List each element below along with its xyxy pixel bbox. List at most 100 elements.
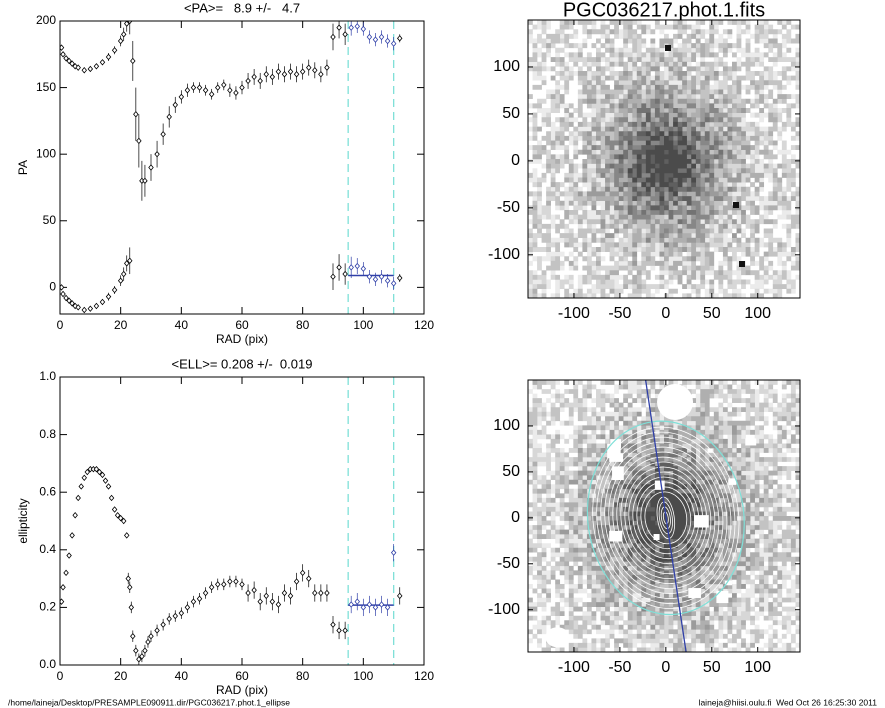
star xyxy=(665,45,671,51)
data-point xyxy=(275,601,282,608)
y-tick-label: 200 xyxy=(36,13,56,27)
x-tick-label: 0 xyxy=(661,305,670,322)
data-point xyxy=(142,177,148,185)
data-point xyxy=(172,101,178,109)
y-axis-label: PA xyxy=(16,160,30,175)
data-point xyxy=(111,286,118,294)
mask xyxy=(745,438,757,446)
y-tick-label: 1.0 xyxy=(39,369,56,383)
data-point xyxy=(60,290,66,298)
data-point xyxy=(87,65,94,73)
x-tick-label: 40 xyxy=(175,318,189,332)
data-point xyxy=(215,581,221,588)
data-point xyxy=(330,33,336,41)
data-point xyxy=(63,294,69,302)
data-point xyxy=(336,24,342,31)
y-tick-label: 50 xyxy=(502,105,520,122)
data-point xyxy=(99,298,106,306)
data-point xyxy=(354,23,360,30)
data-point xyxy=(148,164,154,171)
data-point xyxy=(312,589,318,597)
y-tick-label: 0.8 xyxy=(39,427,56,441)
data-point xyxy=(251,586,257,594)
y-tick-label: 0 xyxy=(49,280,56,294)
data-point xyxy=(66,297,72,304)
data-point xyxy=(299,569,306,577)
data-point xyxy=(390,549,397,556)
data-point xyxy=(124,21,130,27)
data-point xyxy=(378,273,385,280)
x-axis-label: RAD (pix) xyxy=(216,332,268,346)
mask xyxy=(654,480,665,490)
image-frame xyxy=(527,19,801,299)
data-point xyxy=(208,91,215,98)
y-tick-label: -50 xyxy=(497,199,520,216)
data-point xyxy=(72,512,78,519)
data-point xyxy=(148,632,154,640)
image-pixels xyxy=(627,121,697,201)
data-point xyxy=(84,468,91,476)
x-tick-label: 100 xyxy=(744,305,771,322)
y-tick-label: -50 xyxy=(497,555,520,572)
y-tick-label: 0.4 xyxy=(39,542,56,556)
star xyxy=(739,261,745,267)
data-point xyxy=(287,592,294,600)
data-point xyxy=(390,40,397,47)
data-point xyxy=(251,73,257,81)
data-point xyxy=(299,68,306,75)
data-point xyxy=(133,647,139,654)
data-point xyxy=(202,87,209,94)
mask xyxy=(545,627,570,648)
mask xyxy=(612,466,624,481)
x-tick-label: 100 xyxy=(744,659,771,676)
data-point xyxy=(372,276,379,283)
image-frame xyxy=(527,379,801,653)
data-point xyxy=(120,270,127,278)
data-point xyxy=(178,93,185,101)
x-tick-label: 20 xyxy=(114,318,128,332)
data-point xyxy=(227,87,233,94)
data-point xyxy=(160,621,166,628)
data-point xyxy=(390,280,397,287)
data-point xyxy=(127,21,133,25)
data-point xyxy=(312,67,318,74)
data-point xyxy=(366,601,373,608)
data-point xyxy=(130,632,136,640)
data-point xyxy=(330,273,336,280)
y-tick-label: 100 xyxy=(36,146,56,160)
x-tick-label: 50 xyxy=(703,659,721,676)
x-tick-label: 0 xyxy=(57,318,64,332)
data-point xyxy=(378,601,385,608)
data-point xyxy=(281,71,288,78)
data-point xyxy=(72,63,78,70)
image-pixels xyxy=(609,98,724,225)
y-tick-label: 100 xyxy=(493,58,520,75)
data-point xyxy=(130,57,136,65)
data-point xyxy=(128,604,135,611)
data-point xyxy=(120,517,127,525)
data-point xyxy=(208,584,215,591)
data-point xyxy=(366,273,373,280)
plot-area xyxy=(60,377,403,665)
mask xyxy=(694,515,709,528)
data-point xyxy=(336,627,342,634)
data-point xyxy=(275,68,282,75)
data-point xyxy=(324,589,330,597)
data-point xyxy=(227,578,233,585)
mask xyxy=(688,588,701,598)
mask xyxy=(609,453,624,462)
data-point xyxy=(318,71,324,78)
data-point xyxy=(384,604,391,611)
x-tick-label: 0 xyxy=(661,659,670,676)
data-point xyxy=(139,653,145,660)
x-tick-label: 20 xyxy=(114,669,128,683)
data-point xyxy=(348,24,354,31)
image-pixels xyxy=(591,84,733,248)
data-point xyxy=(372,36,379,43)
mask xyxy=(653,534,660,540)
data-point xyxy=(63,55,69,62)
data-point xyxy=(75,494,81,502)
data-point xyxy=(397,592,403,600)
data-point xyxy=(397,274,403,282)
data-point xyxy=(111,506,118,513)
